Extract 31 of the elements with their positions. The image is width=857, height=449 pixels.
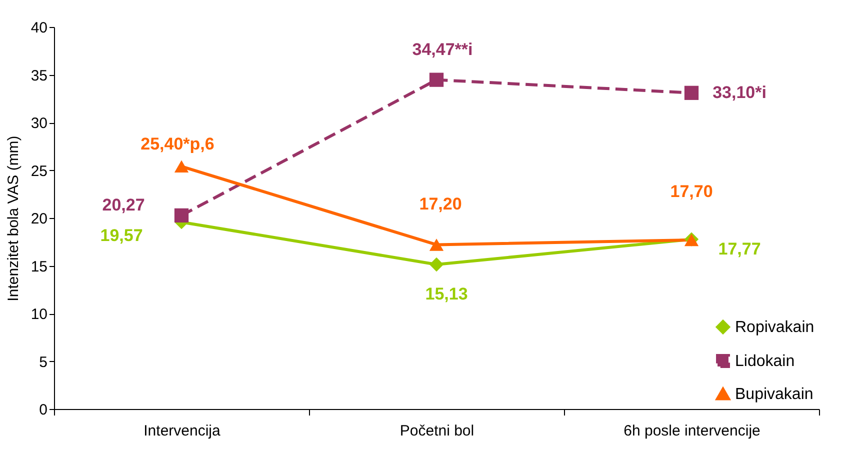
y-tick-label: 10 bbox=[30, 306, 48, 323]
legend-label: Bupivakain bbox=[735, 386, 814, 403]
y-tick-label: 15 bbox=[30, 258, 48, 276]
x-tick-label: Intervencija bbox=[144, 422, 222, 440]
legend-label: Lidokain bbox=[735, 353, 795, 370]
y-tick-label: 5 bbox=[39, 354, 48, 371]
data-label: 15,13 bbox=[425, 284, 468, 304]
point bbox=[429, 257, 444, 272]
data-label: 33,10*i bbox=[712, 82, 766, 102]
point bbox=[684, 86, 699, 100]
point bbox=[429, 72, 444, 87]
y-tick-label: 40 bbox=[30, 20, 48, 36]
data-label: 25,40*p,6 bbox=[140, 134, 214, 154]
point bbox=[174, 160, 189, 173]
point bbox=[429, 238, 444, 251]
x-tick-label: Početni bol bbox=[400, 422, 474, 440]
y-tick-label: 20 bbox=[30, 210, 48, 228]
y-tick-label: 30 bbox=[30, 115, 48, 132]
y-tick-label: 0 bbox=[39, 402, 48, 418]
data-label: 17,70 bbox=[670, 182, 713, 201]
data-label: 34,47**i bbox=[412, 40, 473, 59]
y-axis-title: Intenzitet bola VAS (mm) bbox=[4, 136, 22, 302]
data-label: 17,77 bbox=[718, 239, 761, 258]
data-label: 20,27 bbox=[102, 195, 145, 214]
data-label: 17,20 bbox=[419, 194, 462, 214]
data-label: 19,57 bbox=[100, 226, 143, 246]
legend-label: Ropivakain bbox=[735, 319, 814, 336]
point bbox=[174, 208, 189, 222]
x-tick-label: 6h posle intervencije bbox=[624, 422, 760, 440]
y-tick-label: 35 bbox=[30, 67, 48, 84]
y-tick-label: 25 bbox=[30, 162, 48, 180]
